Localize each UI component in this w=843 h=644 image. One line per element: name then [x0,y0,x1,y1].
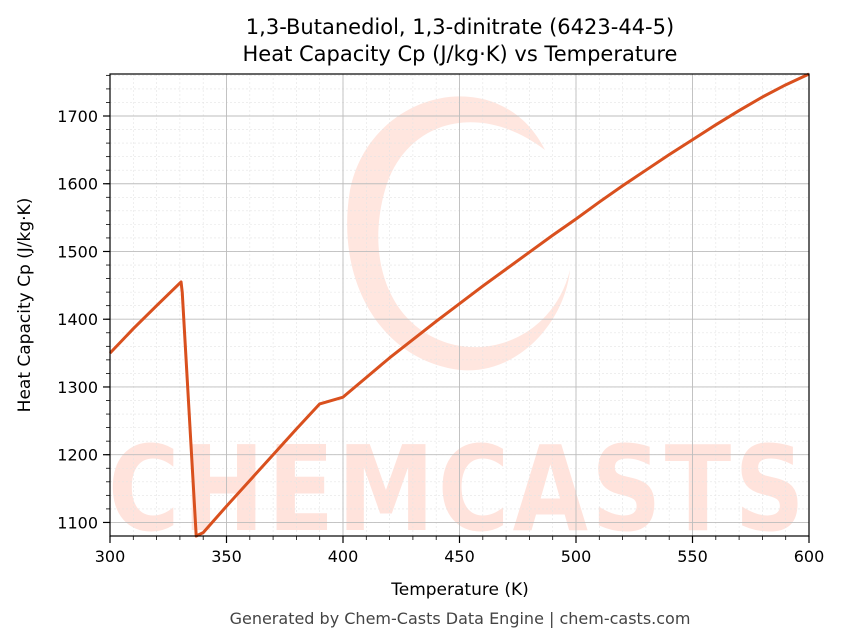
y-tick-label: 1700 [57,107,98,126]
watermark-text: CHEMCASTS [108,420,808,558]
y-tick-label: 1600 [57,175,98,194]
y-axis-label: Heat Capacity Cp (J/kg·K) [15,198,35,413]
x-tick-label: 550 [677,547,708,566]
x-axis-ticks: 300 350 400 450 500 550 600 [95,536,825,566]
series-line-cp [108,72,810,538]
x-tick-label: 350 [211,547,242,566]
x-axis-label: Temperature (K) [390,580,529,600]
x-tick-label: 500 [561,547,592,566]
x-tick-label: 600 [794,547,825,566]
y-tick-label: 1400 [57,310,98,329]
y-tick-label: 1200 [57,446,98,465]
y-axis-ticks: 1100 1200 1300 1400 1500 1600 1700 [57,74,110,532]
y-tick-label: 1100 [57,513,98,532]
chart-subtitle: Heat Capacity Cp (J/kg·K) vs Temperature [243,42,678,66]
footer-credit: Generated by Chem-Casts Data Engine | ch… [230,609,691,628]
x-tick-label: 300 [95,547,126,566]
x-tick-label: 450 [444,547,475,566]
y-tick-label: 1500 [57,242,98,261]
watermark-logo: CHEMCASTS [108,96,808,558]
chart-title: 1,3-Butanediol, 1,3-dinitrate (6423-44-5… [246,15,674,39]
y-tick-label: 1300 [57,378,98,397]
x-tick-label: 400 [328,547,359,566]
